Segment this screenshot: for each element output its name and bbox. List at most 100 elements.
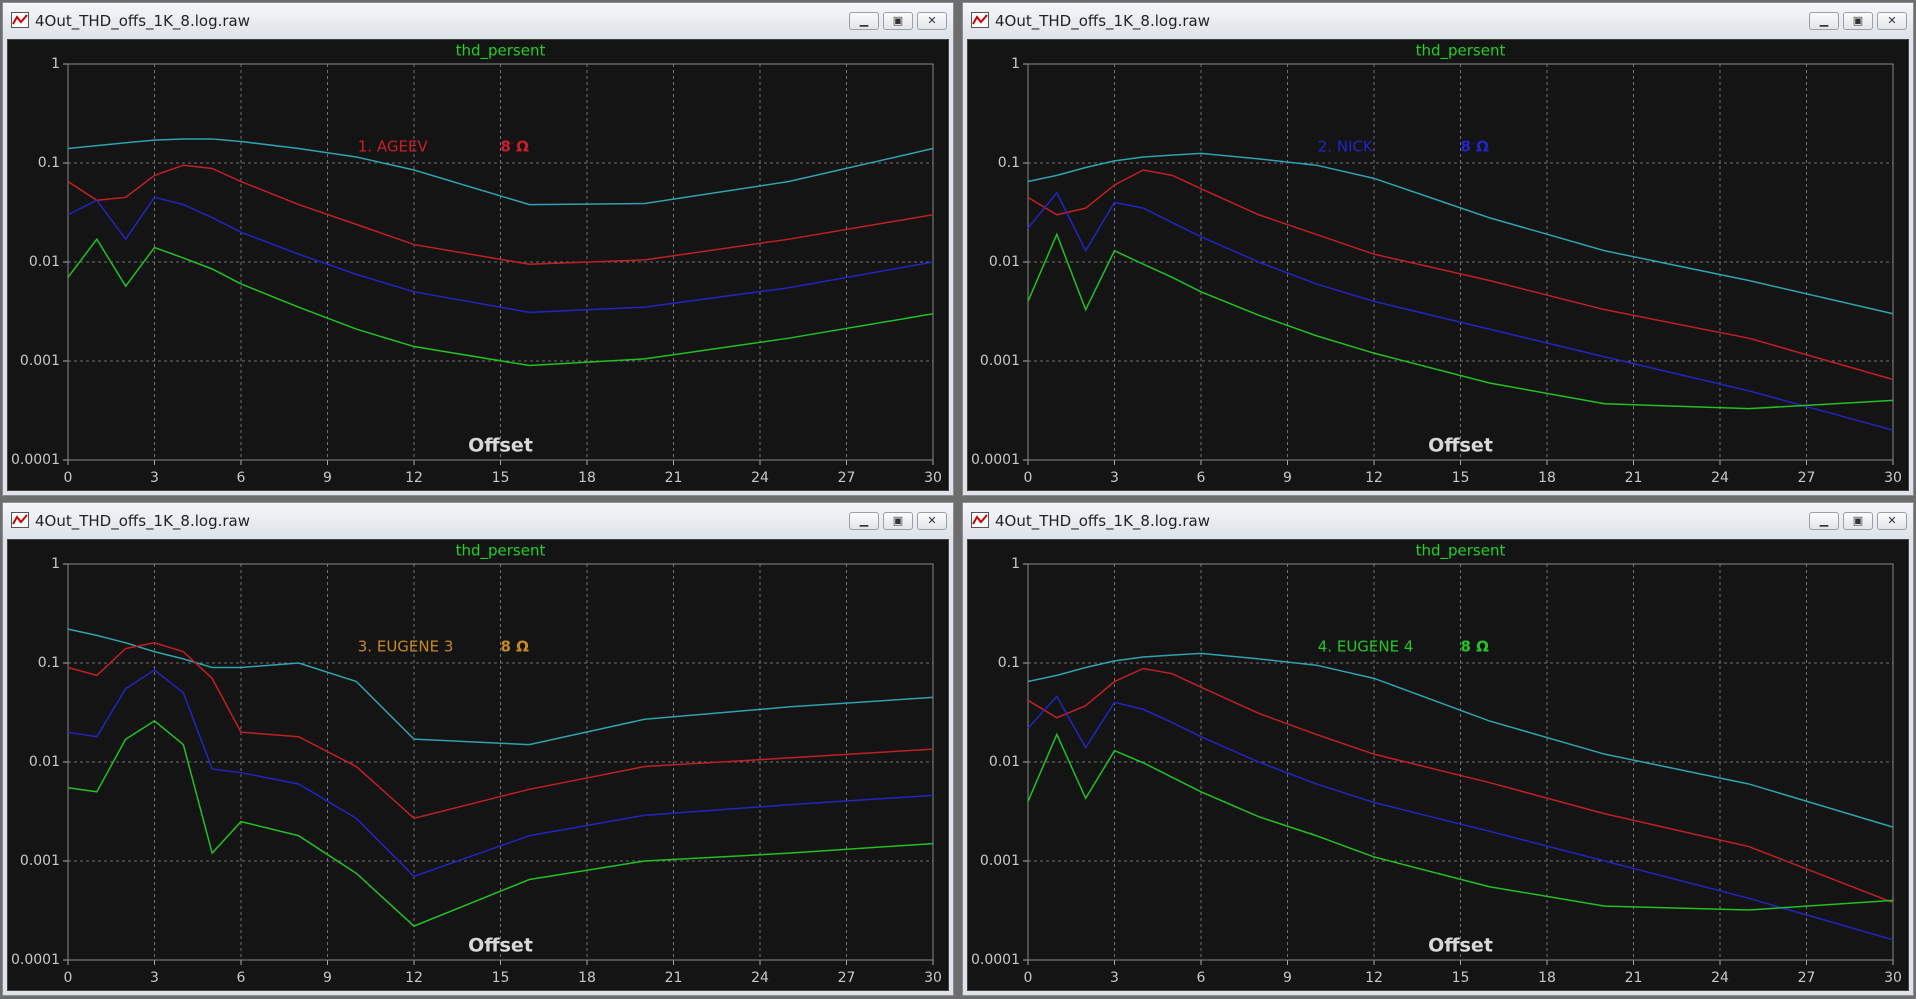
x-tick-label: 0 (64, 470, 73, 486)
x-tick-label: 6 (1197, 470, 1206, 486)
plot-frame (1027, 563, 1894, 961)
y-tick-label: 0.001 (980, 853, 1020, 869)
plot-frame (1027, 63, 1894, 461)
x-tick-label: 27 (1798, 970, 1816, 986)
x-tick-label: 27 (1798, 470, 1816, 486)
annotation: 2. NICK (1318, 138, 1374, 156)
x-tick-label: 3 (1110, 970, 1119, 986)
x-tick-label: 18 (1538, 970, 1556, 986)
plot-window: 4Out_THD_offs_1K_8.log.raw ▁ ▣ ✕ thd_persent… (962, 502, 1914, 996)
window-icon (971, 12, 989, 28)
title-bar: 4Out_THD_offs_1K_8.log.raw ▁ ▣ ✕ (963, 503, 1913, 537)
close-button[interactable]: ✕ (1877, 512, 1907, 530)
plot-area: thd_persent 0 3 6 9 12 15 18 21 24 27 30 0.0001 0.001… (967, 39, 1909, 491)
x-tick-label: 24 (751, 970, 769, 986)
x-tick-label: 15 (1452, 970, 1470, 986)
close-button[interactable]: ✕ (917, 512, 947, 530)
x-tick-label: 0 (1024, 470, 1033, 486)
series-line (1027, 169, 1894, 381)
x-tick-label: 3 (150, 970, 159, 986)
maximize-button[interactable]: ▣ (1843, 12, 1873, 30)
chart-title: thd_persent (1416, 42, 1506, 61)
series-line (1027, 152, 1894, 315)
minimize-button[interactable]: ▁ (849, 512, 879, 530)
series-line (1027, 652, 1894, 828)
x-tick-label: 27 (838, 470, 856, 486)
x-tick-label: 21 (665, 970, 683, 986)
maximize-button[interactable]: ▣ (1843, 512, 1873, 530)
title-bar: 4Out_THD_offs_1K_8.log.raw ▁ ▣ ✕ (3, 3, 953, 37)
chart-title: thd_persent (456, 542, 546, 561)
window-title: 4Out_THD_offs_1K_8.log.raw (35, 512, 251, 530)
series-line (1027, 732, 1894, 911)
x-tick-label: 9 (323, 970, 332, 986)
y-tick-label: 0.1 (38, 155, 60, 171)
series-line (67, 642, 934, 820)
x-tick-label: 6 (237, 970, 246, 986)
window-icon (971, 512, 989, 528)
series-line (67, 237, 934, 367)
y-tick-label: 0.0001 (971, 952, 1020, 968)
annotation-unit: 8 Ω (1461, 138, 1490, 156)
minimize-button[interactable]: ▁ (849, 12, 879, 30)
maximize-button[interactable]: ▣ (883, 512, 913, 530)
title-bar: 4Out_THD_offs_1K_8.log.raw ▁ ▣ ✕ (963, 3, 1913, 37)
series-line (67, 164, 934, 265)
y-tick-label: 1 (51, 56, 60, 72)
chart-title: thd_persent (456, 42, 546, 61)
plot-window: 4Out_THD_offs_1K_8.log.raw ▁ ▣ ✕ thd_persent… (2, 2, 954, 496)
y-tick-label: 1 (1011, 556, 1020, 572)
close-button[interactable]: ✕ (1877, 12, 1907, 30)
x-tick-label: 15 (492, 970, 510, 986)
annotation: 3. EUGENE 3 (358, 638, 454, 656)
y-tick-label: 1 (1011, 56, 1020, 72)
y-tick-label: 0.001 (20, 853, 60, 869)
chart-title: thd_persent (1416, 542, 1506, 561)
y-tick-label: 0.01 (29, 254, 60, 270)
annotation-unit: 8 Ω (501, 638, 530, 656)
annotation: 1. AGEEV (358, 138, 429, 156)
x-tick-label: 12 (1365, 470, 1383, 486)
series-line (67, 138, 934, 206)
x-tick-label: 9 (323, 470, 332, 486)
window-title: 4Out_THD_offs_1K_8.log.raw (995, 12, 1211, 30)
minimize-button[interactable]: ▁ (1809, 12, 1839, 30)
window-icon (11, 512, 29, 528)
x-tick-label: 12 (405, 970, 423, 986)
series-line (67, 669, 934, 878)
chart: thd_persent 0 3 6 9 12 15 18 21 24 27 30 0.0001 0.001… (971, 542, 1902, 987)
y-tick-label: 0.1 (998, 155, 1020, 171)
y-tick-label: 0.001 (980, 353, 1020, 369)
x-tick-label: 6 (1197, 970, 1206, 986)
y-tick-label: 0.01 (29, 754, 60, 770)
x-tick-label: 18 (1538, 470, 1556, 486)
x-tick-label: 21 (665, 470, 683, 486)
x-tick-label: 30 (1884, 970, 1902, 986)
x-tick-label: 0 (64, 970, 73, 986)
y-tick-label: 0.0001 (11, 452, 60, 468)
series-line (67, 719, 934, 927)
chart: thd_persent 0 3 6 9 12 15 18 21 24 27 30 0.0001 0.001… (11, 42, 942, 487)
x-tick-label: 15 (1452, 470, 1470, 486)
y-tick-label: 0.1 (998, 655, 1020, 671)
x-tick-label: 3 (150, 470, 159, 486)
x-tick-label: 12 (1365, 970, 1383, 986)
x-tick-label: 9 (1283, 970, 1292, 986)
y-tick-label: 0.01 (989, 754, 1020, 770)
x-tick-label: 24 (751, 470, 769, 486)
x-tick-label: 21 (1625, 970, 1643, 986)
series-line (67, 628, 934, 746)
x-tick-label: 24 (1711, 470, 1729, 486)
x-tick-label: 12 (405, 470, 423, 486)
close-button[interactable]: ✕ (917, 12, 947, 30)
x-axis-label: Offset (1428, 435, 1493, 457)
maximize-button[interactable]: ▣ (883, 12, 913, 30)
x-axis-label: Offset (1428, 935, 1493, 957)
minimize-button[interactable]: ▁ (1809, 512, 1839, 530)
plot-area: thd_persent 0 3 6 9 12 15 18 21 24 27 30 0.0001 0.001… (967, 539, 1909, 991)
annotation-unit: 8 Ω (1461, 638, 1490, 656)
series-line (1027, 667, 1894, 904)
series-line (1027, 232, 1894, 410)
x-tick-label: 18 (578, 470, 596, 486)
